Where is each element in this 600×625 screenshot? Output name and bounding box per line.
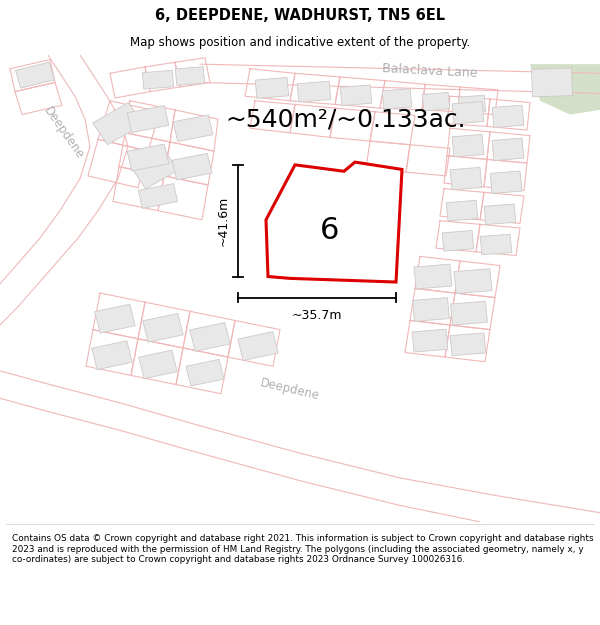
Polygon shape xyxy=(95,304,135,333)
Polygon shape xyxy=(172,153,212,180)
Polygon shape xyxy=(451,301,487,325)
Polygon shape xyxy=(255,78,289,98)
Polygon shape xyxy=(446,200,478,221)
Polygon shape xyxy=(173,115,213,141)
Polygon shape xyxy=(297,81,331,102)
Polygon shape xyxy=(143,313,183,342)
Polygon shape xyxy=(266,162,402,282)
Polygon shape xyxy=(93,102,143,145)
Polygon shape xyxy=(450,168,482,190)
Polygon shape xyxy=(238,332,278,361)
Polygon shape xyxy=(412,329,448,352)
Polygon shape xyxy=(452,134,484,157)
Polygon shape xyxy=(92,341,132,369)
Polygon shape xyxy=(139,350,177,379)
Polygon shape xyxy=(450,333,486,356)
Polygon shape xyxy=(532,68,572,97)
Polygon shape xyxy=(422,92,450,111)
Polygon shape xyxy=(530,64,600,114)
Polygon shape xyxy=(16,62,55,88)
Polygon shape xyxy=(452,101,484,124)
Polygon shape xyxy=(492,138,524,161)
Polygon shape xyxy=(139,184,178,208)
Polygon shape xyxy=(442,231,474,251)
Text: ~35.7m: ~35.7m xyxy=(292,309,342,322)
Polygon shape xyxy=(492,105,524,127)
Polygon shape xyxy=(382,89,412,109)
Polygon shape xyxy=(127,144,169,171)
Polygon shape xyxy=(484,204,516,224)
Text: Deepdene: Deepdene xyxy=(259,376,321,402)
Text: Contains OS data © Crown copyright and database right 2021. This information is : Contains OS data © Crown copyright and d… xyxy=(12,534,593,564)
Polygon shape xyxy=(186,359,224,386)
Polygon shape xyxy=(127,106,169,132)
Text: 6: 6 xyxy=(320,216,340,245)
Text: Deepdene: Deepdene xyxy=(41,104,87,161)
Text: Map shows position and indicative extent of the property.: Map shows position and indicative extent… xyxy=(130,36,470,49)
Polygon shape xyxy=(190,322,230,351)
Polygon shape xyxy=(454,269,492,294)
Text: ~41.6m: ~41.6m xyxy=(217,196,230,246)
Text: ~540m²/~0.133ac.: ~540m²/~0.133ac. xyxy=(225,107,466,131)
Polygon shape xyxy=(142,71,174,89)
Text: Balaclava Lane: Balaclava Lane xyxy=(382,62,478,81)
Polygon shape xyxy=(413,298,449,321)
Text: 6, DEEPDENE, WADHURST, TN5 6EL: 6, DEEPDENE, WADHURST, TN5 6EL xyxy=(155,8,445,23)
Polygon shape xyxy=(458,95,486,114)
Polygon shape xyxy=(490,171,522,194)
Polygon shape xyxy=(414,264,452,289)
Polygon shape xyxy=(132,150,178,189)
Polygon shape xyxy=(175,67,205,86)
Polygon shape xyxy=(340,85,372,106)
Polygon shape xyxy=(480,234,512,255)
